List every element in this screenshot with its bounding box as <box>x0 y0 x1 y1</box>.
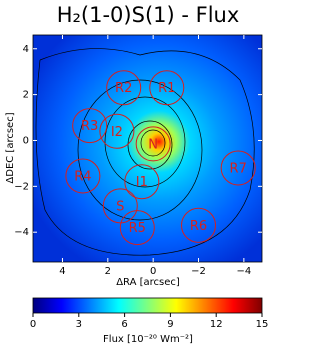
region-circle <box>65 158 101 194</box>
colorbar-tick-label: 6 <box>121 319 127 330</box>
region-circle <box>149 70 185 106</box>
y-tick-label: 2 <box>23 90 29 101</box>
region-circle <box>106 70 142 106</box>
flux-image <box>33 35 262 262</box>
chart-title: H₂(1-0)S(1) - Flux <box>57 3 240 27</box>
region-circle <box>102 188 138 224</box>
region-circle <box>119 210 155 246</box>
chart: H₂(1-0)S(1) - Flux ΔRA [arcsec] ΔDEC [ar… <box>5 3 269 345</box>
region-circle <box>72 108 108 144</box>
x-tick-label: 2 <box>105 266 111 277</box>
region-label: R6 <box>190 219 207 234</box>
region-circle <box>135 126 171 162</box>
y-tick-label: −4 <box>14 227 29 238</box>
region-label: R5 <box>129 221 146 236</box>
region-circle <box>220 150 256 186</box>
colorbar <box>32 297 263 314</box>
colorbar-tick-label: 3 <box>76 319 82 330</box>
region-circle <box>99 113 135 149</box>
x-tick-label: −2 <box>191 266 206 277</box>
x-tick-label: 0 <box>150 266 156 277</box>
y-axis-label: ΔDEC [arcsec] <box>5 112 16 183</box>
region-label: R7 <box>230 161 247 176</box>
region-circle <box>181 207 217 243</box>
colorbar-tick-label: 12 <box>210 319 223 330</box>
x-tick-label: 4 <box>59 266 65 277</box>
plot-frame <box>32 34 263 263</box>
region-label: S <box>116 199 124 214</box>
colorbar-label: Flux [10⁻²⁰ Wm⁻²] <box>103 334 193 345</box>
colorbar-tick-label: 9 <box>167 319 173 330</box>
region-circle <box>124 164 160 200</box>
region-label: I2 <box>111 125 123 140</box>
region-label: R4 <box>74 170 91 185</box>
colorbar-tick-label: 15 <box>256 319 269 330</box>
colorbar-tick-label: 0 <box>30 319 36 330</box>
y-tick-label: −2 <box>14 181 29 192</box>
y-tick-label: 4 <box>23 44 29 55</box>
region-label: N <box>148 137 158 152</box>
region-label: I1 <box>136 175 148 190</box>
region-label: R3 <box>81 119 98 134</box>
x-tick-label: −4 <box>236 266 251 277</box>
y-tick-label: 0 <box>23 135 29 146</box>
x-axis-label: ΔRA [arcsec] <box>116 277 180 288</box>
region-label: R1 <box>158 81 175 96</box>
region-label: R2 <box>115 81 132 96</box>
